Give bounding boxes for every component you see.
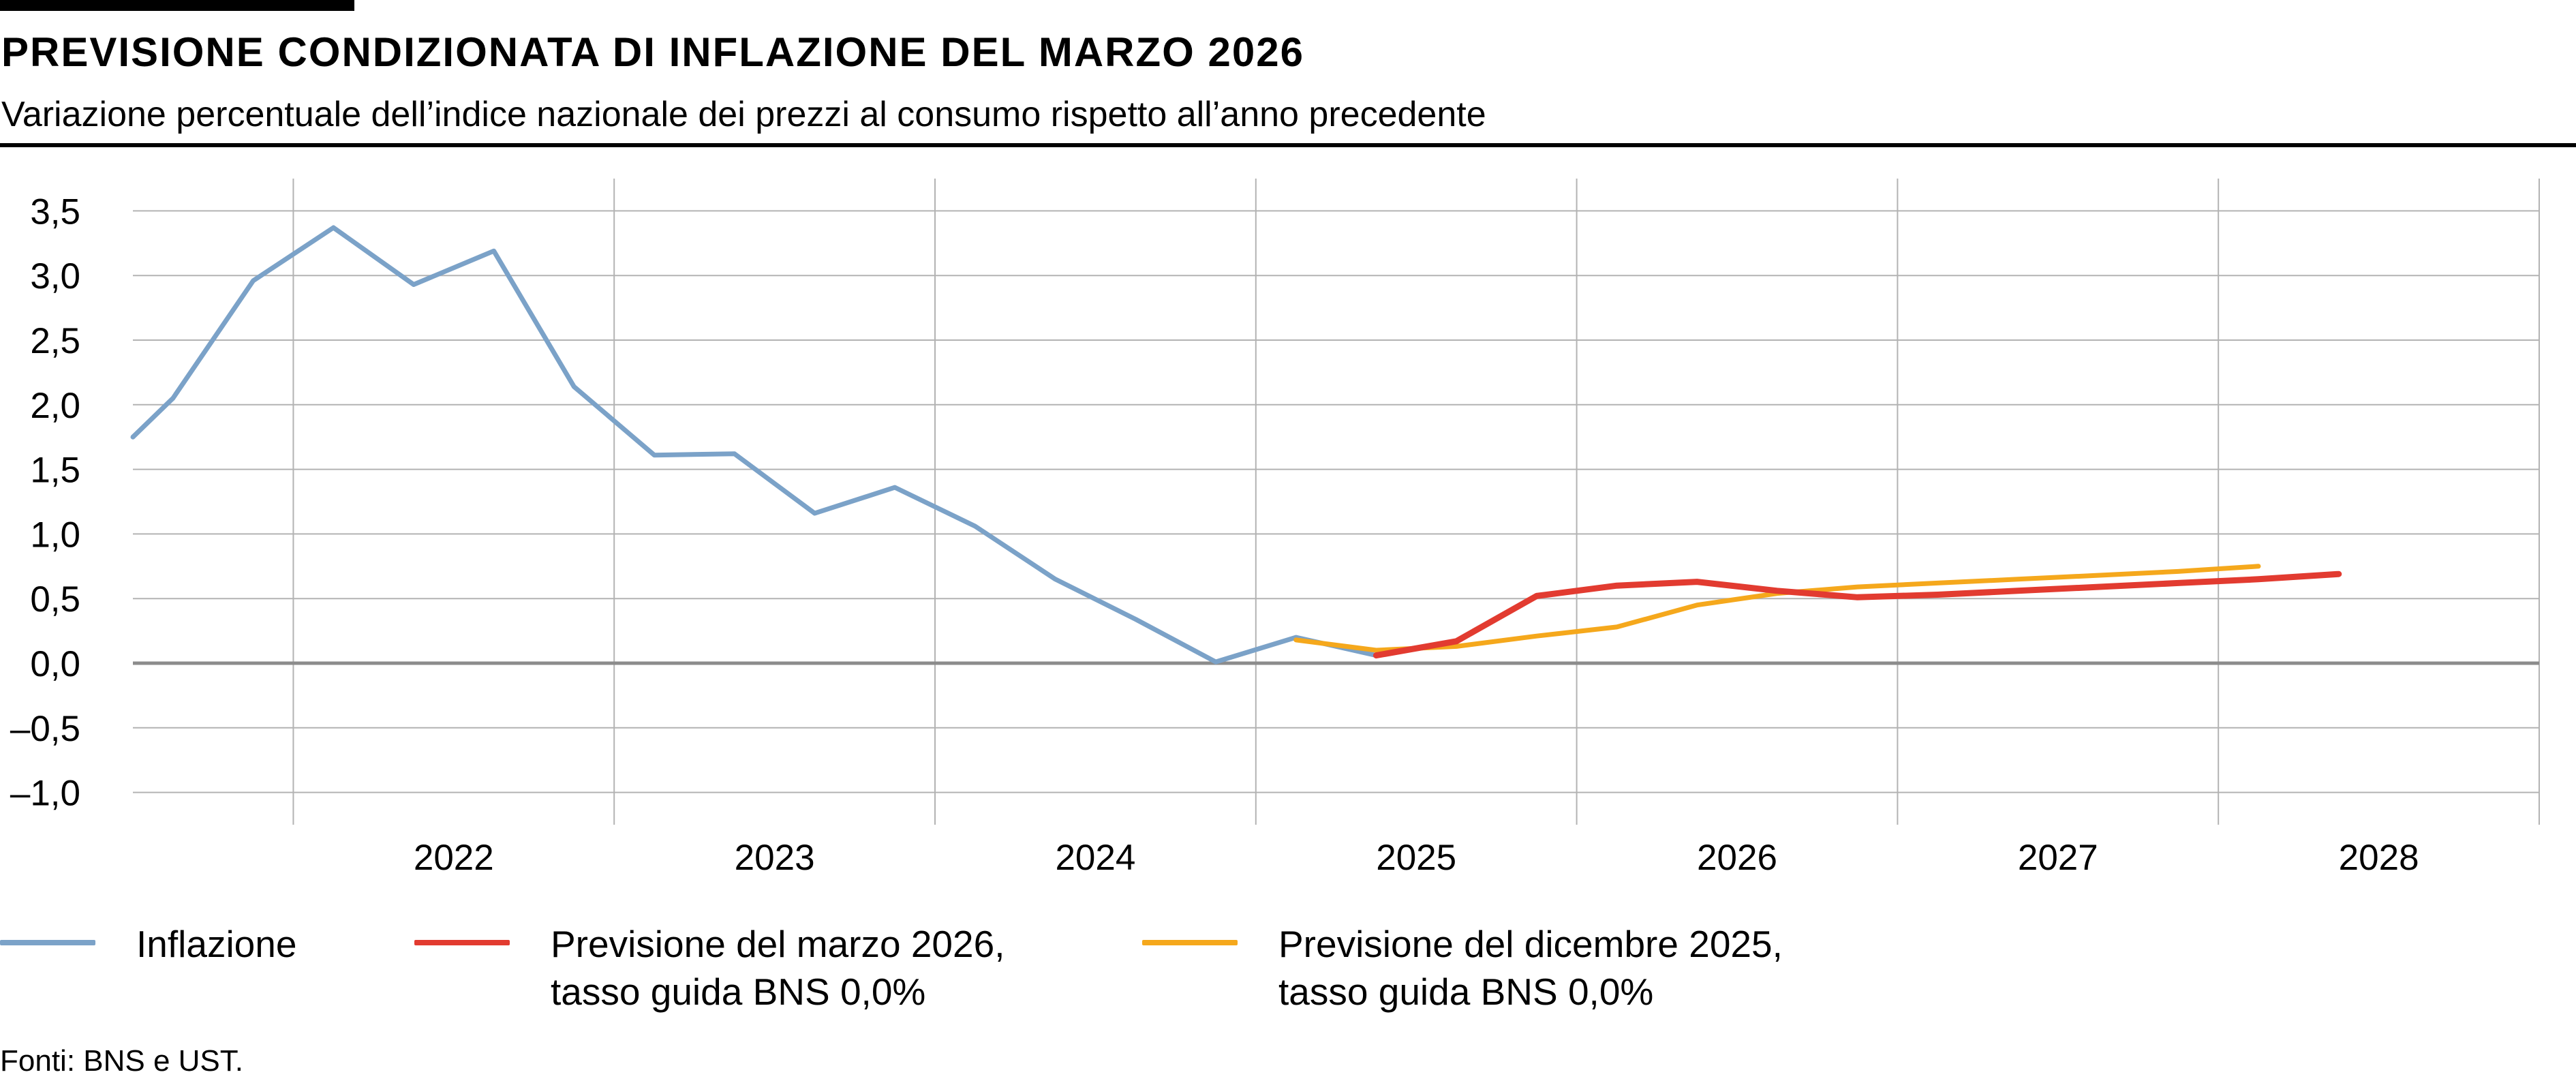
y-tick-label: –0,5 xyxy=(10,709,80,749)
x-tick-label: 2026 xyxy=(1697,838,1777,878)
y-tick-label: 1,5 xyxy=(30,451,80,491)
line-chart: –1,0 –0,5 0,0 0,5 1,0 1,5 2,0 2,5 3,0 3,5 2022 2023… xyxy=(10,179,2540,878)
y-tick-label: 0,5 xyxy=(30,579,80,620)
legend-swatch-inflazione xyxy=(0,940,95,945)
y-tick-label: 3,0 xyxy=(30,256,80,296)
chart-subtitle: Variazione percentuale dell’indice nazio… xyxy=(1,95,1486,134)
y-tick-label: 2,5 xyxy=(30,321,80,361)
chart-title: PREVISIONE CONDIZIONATA DI INFLAZIONE DE… xyxy=(1,29,1304,75)
y-tick-label: –1,0 xyxy=(10,774,80,814)
series-line xyxy=(1293,564,2261,653)
legend-swatch-dicembre-2025 xyxy=(1142,940,1238,945)
legend-label-line2: tasso guida BNS 0,0% xyxy=(551,971,926,1013)
legend-swatch-marzo-2026 xyxy=(414,940,510,945)
legend-label-line1: Previsione del dicembre 2025, xyxy=(1278,923,1783,965)
source-note: Fonti: BNS e UST. xyxy=(0,1044,244,1078)
legend-label-line1: Previsione del marzo 2026, xyxy=(551,923,1005,965)
legend-label-line2: tasso guida BNS 0,0% xyxy=(1278,971,1654,1013)
x-tick-label: 2022 xyxy=(414,838,494,878)
x-tick-label: 2028 xyxy=(2339,838,2419,878)
y-tick-label: 1,0 xyxy=(30,515,80,555)
top-accent-bar xyxy=(0,0,354,11)
header-rule xyxy=(0,143,2576,147)
x-tick-label: 2027 xyxy=(2018,838,2098,878)
y-tick-label: 2,0 xyxy=(30,386,80,426)
series xyxy=(130,225,2342,665)
series-line xyxy=(130,225,1379,665)
x-tick-label: 2023 xyxy=(735,838,815,878)
x-tick-label: 2024 xyxy=(1055,838,1135,878)
series-line xyxy=(1373,570,2342,659)
y-tick-label: 0,0 xyxy=(30,644,80,684)
x-tick-label: 2025 xyxy=(1376,838,1456,878)
grid xyxy=(133,179,2540,825)
axes: –1,0 –0,5 0,0 0,5 1,0 1,5 2,0 2,5 3,0 3,5 2022 2023… xyxy=(10,192,2419,878)
y-tick-label: 3,5 xyxy=(30,192,80,232)
legend-label-line1: Inflazione xyxy=(136,923,297,965)
